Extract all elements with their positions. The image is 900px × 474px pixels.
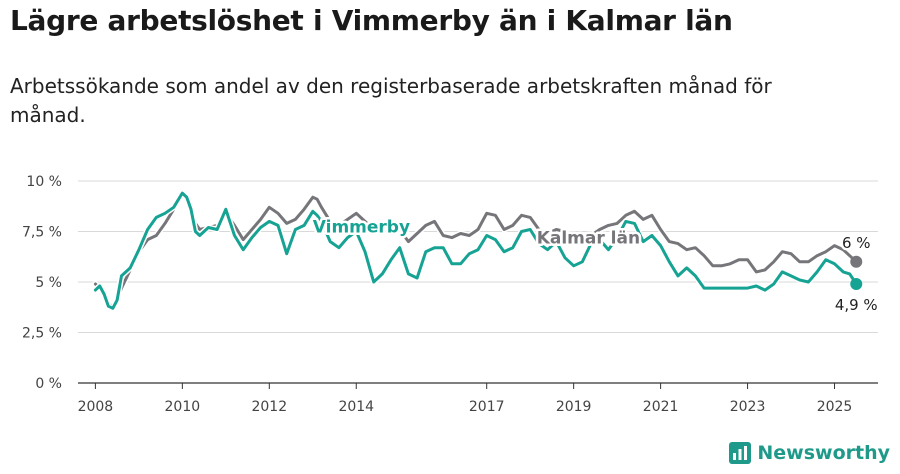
x-tick-label: 2014 [338,399,374,415]
x-tick-label: 2025 [817,399,853,415]
chart-title: Lägre arbetslöshet i Vimmerby än i Kalma… [10,4,733,37]
series-endpoint-vimmerby [850,278,863,291]
x-tick-label: 2010 [165,399,201,415]
axes: 0 % 2,5 % 5 % 7,5 % 10 % 2008 2010 2012 2014 2017… [22,174,852,415]
bar-chart-icon [729,442,752,464]
y-tick-label: 2,5 % [22,326,62,342]
x-tick-label: 2017 [469,399,505,415]
end-value-vimmerby: 4,9 % [835,296,878,314]
x-tick-label: 2008 [78,399,114,415]
brand-name: Newsworthy [757,442,890,464]
grid-lines [78,180,878,384]
series-labels: Vimmerby Kalmar län 6 % 4,9 % [310,215,880,317]
y-tick-label: 10 % [26,174,62,190]
chart-subtitle: Arbetssökande som andel av den registerb… [10,74,772,127]
x-tick-label: 2019 [556,399,592,415]
x-tick-label: 2023 [730,399,766,415]
series-label-kalmar: Kalmar län [537,229,640,249]
y-tick-label: 7,5 % [22,225,62,241]
series-lines [92,190,863,312]
x-tick-label: 2021 [643,399,679,415]
series-label-vimmerby: Vimmerby [313,218,410,238]
series-endpoint-kalmar-län [850,255,863,268]
y-tick-label: 0 % [35,376,62,392]
y-tick-label: 5 % [35,275,62,291]
end-value-kalmar: 6 % [842,234,871,252]
series-line-vimmerby [93,191,858,310]
x-tick-label: 2012 [251,399,287,415]
newsworthy-logo: Newsworthy [729,442,890,464]
